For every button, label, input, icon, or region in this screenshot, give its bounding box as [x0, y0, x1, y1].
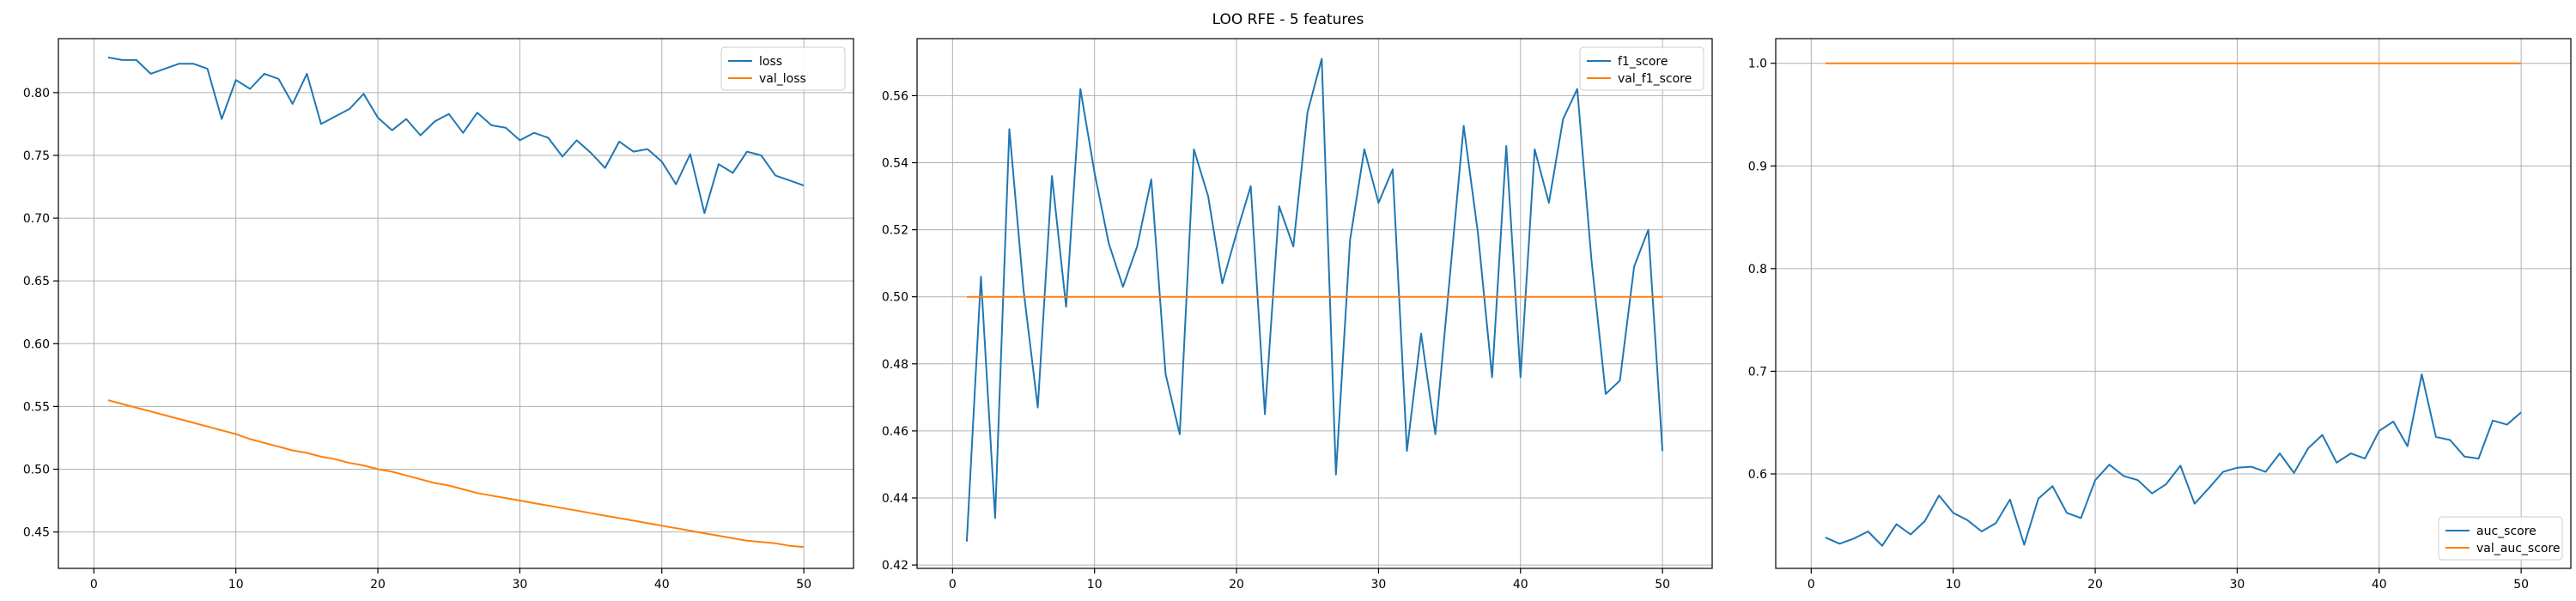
y-tick-label: 0.45 — [23, 526, 50, 540]
x-tick-label: 30 — [1370, 578, 1386, 592]
y-tick-label: 0.8 — [1748, 263, 1767, 276]
x-tick-label: 10 — [1946, 578, 1961, 592]
x-tick-label: 40 — [1513, 578, 1528, 592]
x-tick-label: 50 — [796, 578, 811, 592]
y-tick-label: 0.6 — [1748, 468, 1767, 482]
y-tick-label: 0.80 — [23, 87, 50, 100]
subplot-3: 0 10 20 30 40 50 0.6 0.7 0.8 0.9 1.0 auc_score val_a… — [1748, 38, 2572, 592]
y-tick-label: 0.65 — [23, 275, 50, 288]
x-tick-label: 0 — [90, 578, 98, 592]
figure-suptitle: LOO RFE - 5 features — [1212, 11, 1364, 28]
x-tick-label: 0 — [1807, 578, 1815, 592]
y-tick-label: 0.48 — [882, 358, 908, 372]
y-tick-label: 0.55 — [23, 400, 50, 414]
legend-label: val_f1_score — [1618, 72, 1692, 86]
subplot-1: 0 10 20 30 40 50 0.45 0.50 0.55 0.60 0.65 0.70 0.75 0… — [23, 38, 854, 592]
legend: f1_score val_f1_score — [1579, 46, 1704, 91]
y-tick-label: 0.50 — [23, 463, 50, 477]
x-tick-label: 50 — [1655, 578, 1670, 592]
legend: loss val_loss — [720, 46, 846, 91]
legend-box — [720, 46, 846, 91]
y-tick-label: 0.70 — [23, 212, 50, 226]
series-line-auc-score — [1825, 373, 2522, 547]
y-tick-label: 0.60 — [23, 337, 50, 351]
x-tick-label: 10 — [1087, 578, 1103, 592]
y-tick-label: 0.7 — [1748, 365, 1767, 379]
subplots-group: 0 10 20 30 40 500.450.500.550.600.650.700.750… — [23, 38, 2572, 592]
y-tick-label: 0.46 — [882, 425, 908, 439]
axes-frame — [1775, 38, 2572, 569]
legend: auc_score val_auc_score — [2438, 516, 2563, 561]
x-tick-label: 20 — [370, 578, 386, 592]
x-tick-label: 40 — [654, 578, 670, 592]
y-tick-label: 0.52 — [882, 224, 908, 238]
y-tick-label: 0.56 — [882, 89, 908, 103]
x-tick-label: 50 — [2513, 578, 2529, 592]
series-line-val-loss — [107, 399, 805, 549]
x-tick-label: 20 — [1229, 578, 1244, 592]
subplot-2: 0 10 20 30 40 50 0.42 0.44 0.46 0.48 0.50 0.52 0.54 0… — [882, 38, 1713, 592]
x-tick-label: 10 — [228, 578, 244, 592]
y-tick-label: 0.42 — [882, 559, 908, 573]
y-tick-label: 1.0 — [1748, 58, 1767, 71]
axes-frame — [916, 38, 1713, 569]
x-tick-label: 30 — [2229, 578, 2245, 592]
legend-box — [2438, 516, 2563, 561]
legend-label: loss — [759, 55, 782, 69]
legend-label: val_auc_score — [2476, 542, 2561, 555]
y-tick-label: 0.50 — [882, 291, 908, 305]
y-tick-label: 0.75 — [23, 149, 50, 163]
y-tick-label: 0.54 — [882, 156, 908, 170]
legend-box — [1579, 46, 1704, 91]
legend-label: auc_score — [2476, 525, 2537, 538]
x-tick-label: 0 — [949, 578, 957, 592]
x-tick-label: 40 — [2372, 578, 2387, 592]
series-line-f1-score — [965, 58, 1664, 542]
x-tick-label: 20 — [2087, 578, 2103, 592]
legend-label: f1_score — [1618, 55, 1668, 69]
legend-label: val_loss — [759, 72, 806, 86]
y-tick-label: 0.44 — [882, 492, 908, 506]
series-line-loss — [107, 56, 805, 215]
y-tick-label: 0.9 — [1748, 160, 1767, 173]
x-tick-label: 30 — [512, 578, 527, 592]
axes-frame — [58, 38, 854, 569]
